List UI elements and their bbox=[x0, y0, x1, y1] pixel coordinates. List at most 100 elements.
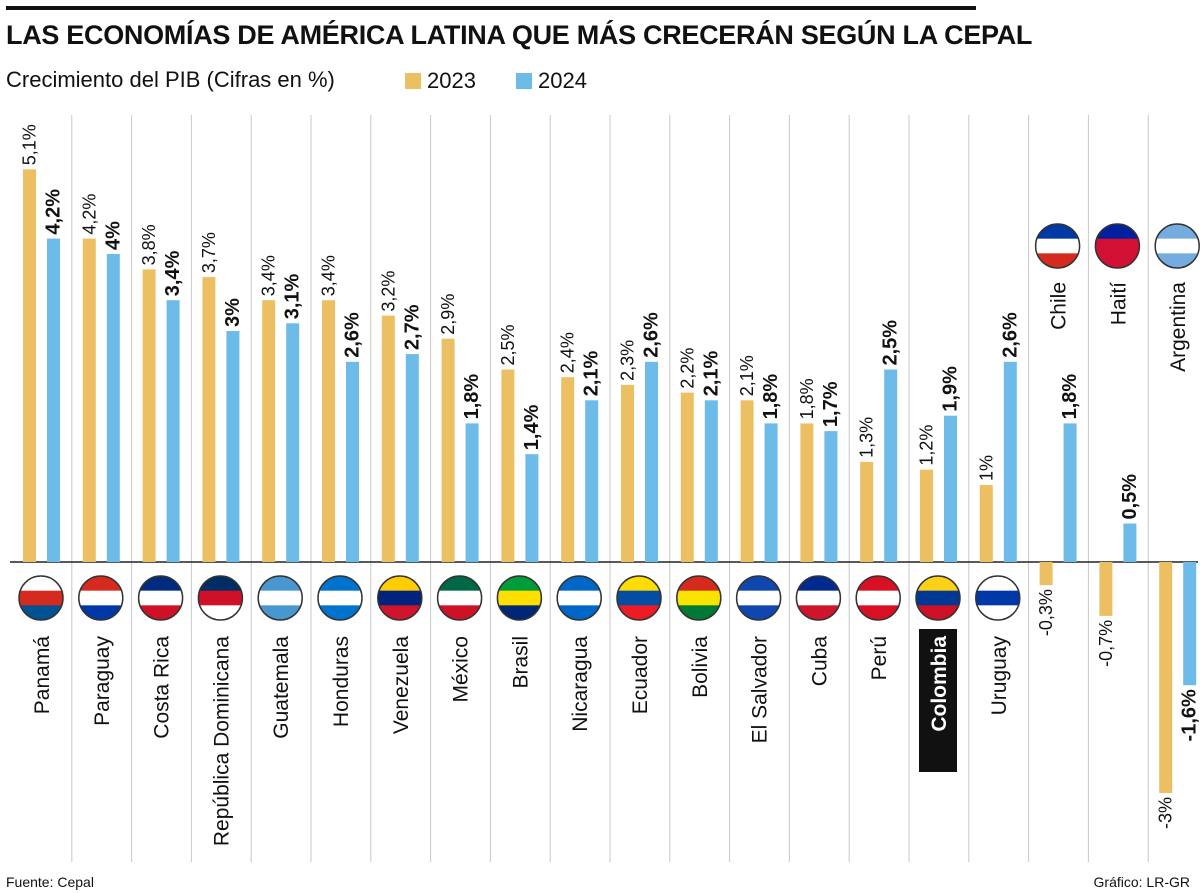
value-label-2023-colombia: 1,2% bbox=[917, 425, 937, 466]
value-label-2023-el-salvador: 2,1% bbox=[737, 355, 757, 396]
flag-border bbox=[676, 575, 722, 621]
source-note: Fuente: Cepal bbox=[6, 874, 94, 890]
country-label-panama: Panamá bbox=[31, 636, 54, 715]
value-label-2024-panama: 4,2% bbox=[43, 189, 65, 235]
bar-2023-el-salvador bbox=[740, 400, 754, 562]
value-label-2024-haiti: 0,5% bbox=[1119, 474, 1141, 520]
value-label-2024-costa-rica: 3,4% bbox=[162, 250, 184, 296]
flag-border bbox=[1094, 223, 1141, 269]
country-label-ecuador: Ecuador bbox=[629, 636, 652, 714]
bar-2023-brasil bbox=[501, 369, 515, 562]
legend-label-2024: 2024 bbox=[538, 68, 587, 93]
value-label-2024-ecuador: 2,6% bbox=[641, 312, 663, 358]
bar-2024-uruguay bbox=[1003, 361, 1017, 562]
value-label-2023-brasil: 2,5% bbox=[498, 324, 518, 365]
legend-swatch-2023 bbox=[405, 73, 421, 89]
bar-2023-paraguay bbox=[82, 238, 96, 562]
legend-swatch-2024 bbox=[516, 73, 532, 89]
flag-border bbox=[735, 575, 782, 621]
country-label-argentina: Argentina bbox=[1167, 282, 1190, 372]
chart-title: LAS ECONOMÍAS DE AMÉRICA LATINA QUE MÁS … bbox=[6, 20, 1033, 50]
bar-2023-honduras bbox=[322, 300, 335, 562]
bar-2023-ecuador bbox=[621, 384, 634, 562]
value-label-2023-paraguay: 4,2% bbox=[79, 194, 99, 235]
flag-bolivia-icon bbox=[676, 576, 721, 620]
flag-border bbox=[18, 575, 64, 621]
bar-2023-bolivia bbox=[680, 392, 694, 562]
value-label-2023-panama: 5,1% bbox=[20, 124, 40, 165]
value-label-2024-republica-dominicana: 3% bbox=[222, 298, 244, 327]
value-label-2023-ecuador: 2,3% bbox=[618, 340, 638, 381]
value-label-2023-haiti: -0,7% bbox=[1096, 620, 1116, 667]
bar-2023-colombia bbox=[920, 469, 933, 562]
value-label-2024-colombia: 1,9% bbox=[940, 366, 962, 412]
flag-border bbox=[616, 575, 662, 621]
highlight-box-colombia bbox=[919, 629, 957, 772]
value-label-2024-honduras: 2,6% bbox=[342, 312, 364, 358]
value-label-2024-bolivia: 2,1% bbox=[700, 350, 722, 396]
country-label-cuba: Cuba bbox=[808, 636, 831, 687]
country-label-mexico: México bbox=[450, 636, 473, 703]
value-label-2023-bolivia: 2,2% bbox=[677, 348, 697, 389]
legend-label-2023: 2023 bbox=[427, 68, 476, 93]
bar-2024-chile bbox=[1063, 423, 1077, 562]
value-label-2024-uruguay: 2,6% bbox=[999, 312, 1021, 358]
bar-2024-el-salvador bbox=[764, 423, 778, 562]
flag-border bbox=[855, 575, 901, 621]
country-label-honduras: Honduras bbox=[330, 636, 353, 727]
bar-2023-argentina bbox=[1159, 562, 1173, 793]
value-label-2024-argentina: -1,6% bbox=[1179, 689, 1200, 741]
country-label-peru: Perú bbox=[868, 636, 891, 680]
bar-2024-mexico bbox=[465, 423, 479, 562]
bar-2023-venezuela bbox=[381, 315, 395, 562]
bar-2023-uruguay bbox=[979, 485, 993, 562]
country-label-bolivia: Bolivia bbox=[689, 636, 712, 698]
value-label-2024-guatemala: 3,1% bbox=[282, 273, 304, 319]
bar-2023-haiti bbox=[1099, 562, 1113, 616]
value-label-2023-nicaragua: 2,4% bbox=[558, 332, 578, 373]
country-label-uruguay: Uruguay bbox=[988, 636, 1011, 716]
bar-2024-cuba bbox=[824, 431, 838, 562]
flag-uruguay-icon bbox=[975, 576, 1020, 620]
flag-border bbox=[436, 575, 483, 621]
top-rule bbox=[6, 6, 976, 10]
flag-border bbox=[975, 575, 1021, 621]
country-label-guatemala: Guatemala bbox=[270, 636, 293, 739]
bar-2024-paraguay bbox=[106, 254, 120, 562]
country-label-venezuela: Venezuela bbox=[390, 636, 413, 734]
value-label-2023-mexico: 2,9% bbox=[438, 294, 458, 335]
country-label-republica-dominicana: República Dominicana bbox=[210, 636, 233, 846]
value-label-2024-nicaragua: 2,1% bbox=[581, 350, 603, 396]
value-label-2024-el-salvador: 1,8% bbox=[760, 374, 782, 420]
bar-2023-panama bbox=[23, 169, 36, 563]
bar-2023-mexico bbox=[441, 338, 455, 562]
value-label-2024-chile: 1,8% bbox=[1059, 374, 1081, 420]
flag-border bbox=[1034, 223, 1081, 269]
value-label-2024-venezuela: 2,7% bbox=[401, 304, 423, 350]
bar-2024-venezuela bbox=[405, 354, 419, 562]
value-label-2023-uruguay: 1% bbox=[976, 455, 996, 481]
bar-2024-argentina bbox=[1183, 562, 1197, 686]
bar-2024-peru bbox=[884, 369, 898, 562]
bar-2024-republica-dominicana bbox=[226, 331, 240, 562]
flag-border bbox=[78, 575, 124, 621]
flag-border bbox=[795, 575, 842, 621]
bar-2024-ecuador bbox=[645, 361, 658, 562]
value-label-2023-costa-rica: 3,8% bbox=[139, 224, 159, 265]
country-label-costa-rica: Costa Rica bbox=[151, 636, 174, 739]
value-label-2024-paraguay: 4% bbox=[102, 221, 124, 250]
flag-border bbox=[317, 575, 363, 621]
country-label-brasil: Brasil bbox=[509, 636, 532, 689]
country-label-nicaragua: Nicaragua bbox=[569, 636, 592, 732]
flag-border bbox=[496, 575, 543, 621]
chart-subtitle: Crecimiento del PIB (Cifras en %) bbox=[6, 67, 335, 92]
value-label-2023-honduras: 3,4% bbox=[319, 255, 339, 296]
flag-border bbox=[137, 575, 184, 621]
flag-border bbox=[556, 575, 602, 621]
credit-note: Gráfico: LR-GR bbox=[1093, 874, 1190, 890]
value-label-2024-mexico: 1,8% bbox=[461, 374, 483, 420]
bar-2024-honduras bbox=[346, 361, 359, 562]
value-label-2023-chile: -0,3% bbox=[1036, 589, 1056, 636]
bar-2023-peru bbox=[860, 461, 874, 562]
bar-2023-nicaragua bbox=[561, 377, 575, 562]
